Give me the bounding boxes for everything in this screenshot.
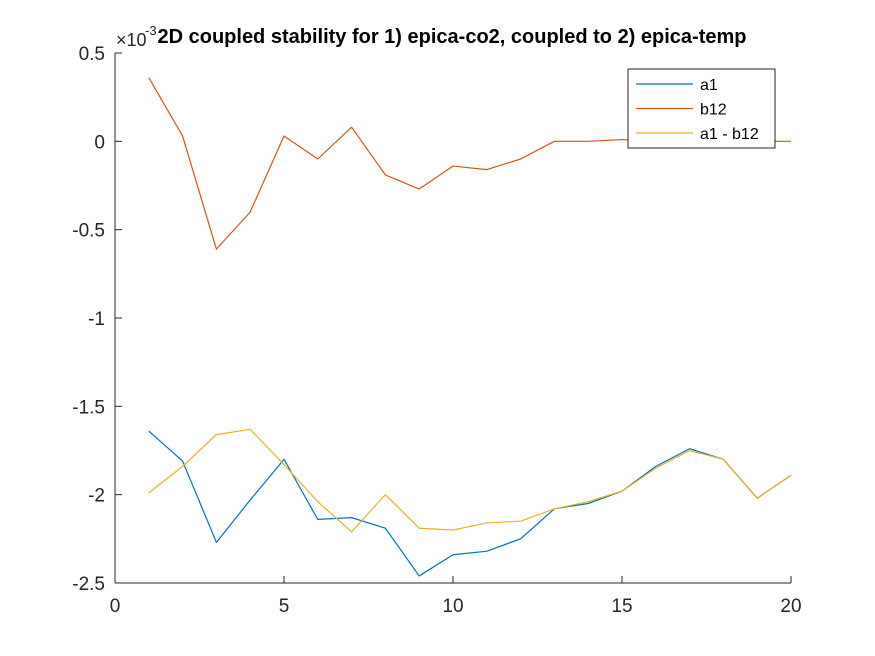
tick-labels: 0 5 10 15 20 -2.5 -2 -1.5 -1 -0.5 0 0.5 [72, 44, 801, 617]
y-tick-label: 0.5 [79, 44, 105, 65]
y-exponent: ×10 -3 [116, 23, 157, 50]
y-tick-label: -2.5 [72, 574, 105, 595]
y-exponent-base: ×10 [116, 30, 147, 50]
x-tick-label: 0 [110, 596, 121, 617]
legend: a1 b12 a1 - b12 [627, 68, 776, 149]
y-exponent-power: -3 [145, 23, 157, 38]
series-line-a1 [148, 430, 792, 577]
y-tick-label: 0 [94, 132, 105, 153]
chart-title: 2D coupled stability for 1) epica-co2, c… [157, 26, 746, 48]
series-line-a1-b12 [148, 428, 792, 533]
x-tick-label: 20 [780, 596, 801, 617]
legend-label: a1 [700, 77, 718, 94]
y-tick-label: -0.5 [72, 221, 105, 242]
x-tick-label: 10 [442, 596, 463, 617]
y-tick-label: -1 [88, 309, 105, 330]
legend-label: a1 - b12 [700, 126, 759, 143]
y-tick-label: -1.5 [72, 397, 105, 418]
legend-label: b12 [700, 102, 727, 119]
y-tick-label: -2 [88, 486, 105, 507]
axes [114, 52, 792, 584]
x-tick-label: 5 [279, 596, 290, 617]
x-tick-label: 15 [611, 596, 632, 617]
